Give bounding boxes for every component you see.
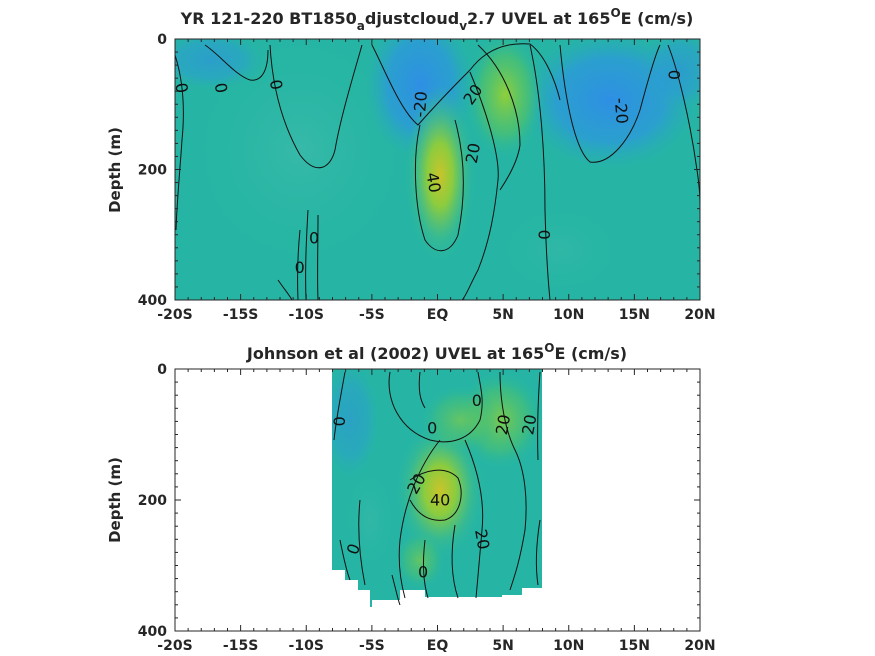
x-tick-label: -5S (359, 307, 385, 323)
y-tick-label: 400 (138, 293, 167, 309)
panel-2-y-axis-label: Depth (m) (106, 457, 124, 543)
title-part-1: YR 121-220 BT1850 (180, 9, 357, 28)
x-tick-label: -10S (289, 638, 324, 654)
contour-label: 0 (534, 230, 553, 240)
contour-label: 0 (472, 391, 482, 410)
contour-label: 0 (211, 81, 231, 94)
contour-label: 40 (422, 171, 444, 194)
x-tick-label: 20N (684, 307, 715, 323)
panel-2-contours (333, 371, 541, 606)
contour-label: 40 (430, 491, 450, 510)
title-superscript: O (544, 341, 554, 355)
contour-label: 0 (664, 70, 683, 80)
title-part-2: djustcloud (365, 9, 459, 28)
contour-label: -20 (611, 97, 632, 125)
y-tick-label: 400 (138, 624, 167, 640)
panel-1-y-axis-label: Depth (m) (106, 127, 124, 213)
panel-2: Johnson et al (2002) UVEL at 165OE (cm/s… (106, 341, 716, 654)
title-part-1: Johnson et al (2002) UVEL at 165 (246, 344, 544, 363)
x-tick-label: -20S (157, 638, 192, 654)
contour-label: 20 (462, 142, 484, 165)
y-tick-label: 0 (157, 32, 167, 48)
title-superscript: O (610, 6, 620, 20)
title-subscript-1: a (357, 19, 365, 33)
title-part-2: E (cm/s) (554, 344, 627, 363)
x-tick-label: 20N (684, 638, 715, 654)
x-tick-label: 10N (553, 307, 584, 323)
x-tick-label: 5N (492, 638, 513, 654)
x-tick-label: 10N (553, 638, 584, 654)
contour-label: 0 (330, 416, 349, 426)
x-tick-label: -15S (223, 638, 258, 654)
panel-2-field (175, 369, 700, 631)
title-part-3: 2.7 UVEL at 165 (467, 9, 610, 28)
contour-label: 20 (492, 413, 514, 436)
x-tick-label: EQ (427, 638, 449, 654)
panel-1-x-ticks: -20S -15S -10S -5S EQ 5N 10N 15N 20N (157, 39, 716, 323)
contour-label: 20 (518, 413, 540, 436)
x-tick-label: -10S (289, 307, 324, 323)
y-tick-label: 200 (138, 163, 167, 179)
contour-label: 0 (427, 418, 437, 437)
panel-1-field (175, 39, 700, 300)
contour-label: 0 (295, 258, 305, 277)
contour-label: -20 (410, 90, 431, 118)
panel-1: YR 121-220 BT1850adjustcloudv2.7 UVEL at… (106, 6, 716, 323)
contour-label: 0 (309, 229, 319, 248)
panel-1-title: YR 121-220 BT1850adjustcloudv2.7 UVEL at… (180, 6, 694, 33)
x-tick-label: -15S (223, 307, 258, 323)
y-tick-label: 200 (138, 493, 167, 509)
contour-label: 0 (266, 78, 286, 91)
panel-2-title: Johnson et al (2002) UVEL at 165OE (cm/s… (246, 341, 627, 363)
x-tick-label: EQ (427, 307, 449, 323)
title-subscript-2: v (459, 19, 467, 33)
contour-label: 20 (471, 528, 493, 551)
x-tick-label: 15N (619, 307, 650, 323)
x-tick-label: -20S (157, 307, 192, 323)
x-tick-label: 15N (619, 638, 650, 654)
y-tick-label: 0 (157, 362, 167, 378)
x-tick-label: -5S (359, 638, 385, 654)
contour-label: 0 (171, 81, 191, 94)
contour-label: 0 (418, 563, 428, 582)
panel-2-x-ticks: -20S -15S -10S -5S EQ 5N 10N 15N 20N (157, 369, 716, 654)
title-part-4: E (cm/s) (621, 9, 694, 28)
x-tick-label: 5N (492, 307, 513, 323)
